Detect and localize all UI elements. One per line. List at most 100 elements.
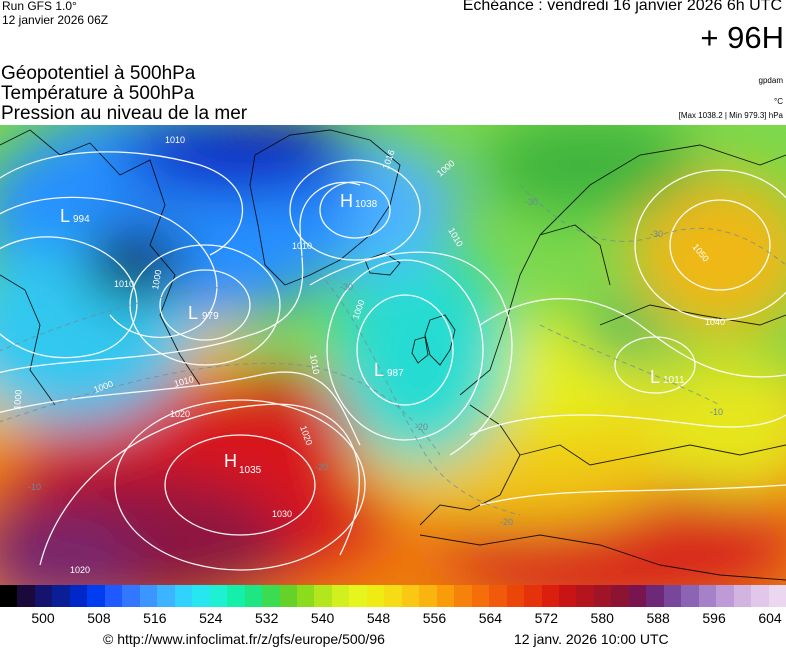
color-scale-swatch (559, 585, 577, 607)
unit-celsius: °C (774, 97, 783, 106)
color-scale-swatch (244, 585, 263, 607)
parameter-temperature: Température à 500hPa (1, 83, 195, 104)
color-scale-swatch (0, 585, 18, 607)
color-scale-swatch (576, 585, 594, 607)
center-value: 1038 (355, 199, 378, 210)
pressure-center-low-iceland-scotland: L 987 (374, 360, 404, 380)
unit-gpdam: gpdam (758, 76, 783, 85)
color-scale-swatch (419, 585, 437, 607)
color-scale-swatch (541, 585, 559, 607)
isobar-label: 1020 (170, 409, 190, 419)
isotherm-label: -30 (525, 197, 538, 207)
coastlines (0, 129, 786, 581)
color-scale-swatch (384, 585, 402, 607)
isobar-label: 1040 (705, 317, 725, 327)
color-scale-swatch (489, 585, 507, 607)
color-scale-swatch (209, 585, 228, 607)
center-letter: H (340, 191, 353, 211)
copyright-link[interactable]: © http://www.infoclimat.fr/z/gfs/europe/… (103, 631, 385, 647)
color-scale-tick-label: 516 (143, 610, 167, 626)
color-scale-swatch (681, 585, 699, 607)
color-scale-swatch (314, 585, 332, 607)
color-scale (0, 585, 786, 607)
isobar-label: 1000 (12, 389, 24, 410)
isotherm-label: -20 (500, 517, 513, 527)
color-scale-tick-label: 532 (255, 610, 279, 626)
parameter-sea-level-pressure: Pression au niveau de la mer (1, 103, 248, 124)
isobar-label: 1020 (70, 565, 90, 575)
center-letter: L (650, 367, 660, 387)
color-scale-swatch (279, 585, 297, 607)
color-scale-tick-label: 596 (702, 610, 726, 626)
isotherm-label: -30 (340, 282, 353, 292)
color-scale-tick-label: 556 (422, 610, 447, 626)
color-scale-tick-label: 588 (646, 610, 670, 626)
color-scale-tick-label: 580 (590, 610, 614, 626)
color-scale-tick-label: 524 (199, 610, 223, 626)
color-scale-swatch (646, 585, 664, 607)
color-scale-swatch (768, 585, 786, 607)
color-scale-swatch (331, 585, 350, 607)
forecast-map[interactable]: 1010 1010 1000 1010 1020 1016 1000 1010 … (0, 125, 786, 585)
color-scale-swatch (628, 585, 647, 607)
pressure-center-low-eastern-europe: L 1011 (650, 367, 685, 387)
color-scale-ticks: 500 508 516 524 532 540 548 556 564 572 580 588 596 6… (0, 610, 786, 626)
forecast-valid-time: Echéance : vendredi 16 janvier 2026 6h U… (462, 0, 782, 14)
temperature-field (0, 125, 786, 585)
color-scale-swatch (471, 585, 490, 607)
run-date-label: 12 janvier 2026 06Z (2, 13, 109, 27)
color-scale-swatch (611, 585, 629, 607)
center-value: 1035 (239, 465, 262, 476)
color-scale-swatch (506, 585, 525, 607)
color-scale-swatch (192, 585, 210, 607)
center-letter: L (60, 206, 70, 226)
isotherm-label: -10 (710, 407, 723, 417)
color-scale-swatch (122, 585, 140, 607)
color-scale-swatch (104, 585, 123, 607)
isobar-label: 1010 (292, 241, 312, 251)
color-scale-tick-label: 540 (310, 610, 335, 626)
isotherms (0, 184, 786, 516)
forecast-horizon: + 96H (700, 20, 784, 55)
color-scale-swatch (593, 585, 612, 607)
color-scale-swatch (663, 585, 682, 607)
run-model-label: Run GFS 1.0° (2, 0, 77, 13)
color-scale-swatch (716, 585, 734, 607)
color-scale-swatch (454, 585, 472, 607)
center-letter: L (188, 303, 198, 323)
center-value: 987 (387, 368, 404, 379)
color-scale-swatch (34, 585, 53, 607)
color-scale-tick-label: 572 (534, 610, 558, 626)
color-scale-swatch (524, 585, 542, 607)
issued-timestamp: 12 janv. 2026 10:00 UTC (514, 631, 669, 647)
color-scale-tick-label: 604 (758, 610, 782, 626)
center-value: 1011 (663, 375, 685, 386)
color-scale-swatch (349, 585, 367, 607)
isotherm-value-labels: -30 -30 -30 -20 -20 -10 -20 -10 (28, 197, 723, 527)
pressure-centers: L 994 L 979 H 1038 L 987 L 1011 H 1035 (60, 191, 685, 476)
color-scale-swatch (751, 585, 769, 607)
color-scale-tick-label: 508 (87, 610, 111, 626)
isotherm-label: -20 (415, 422, 428, 432)
pressure-center-low-labrador: L 979 (188, 303, 219, 323)
color-scale-tick-label: 500 (31, 610, 55, 626)
isobars (0, 151, 786, 571)
unit-pressure-range: [Max 1038.2 | Min 979.3] hPa (678, 111, 783, 120)
parameter-geopotential: Géopotentiel à 500hPa (1, 63, 196, 84)
isobar-label: 1030 (272, 509, 292, 519)
center-value: 994 (73, 214, 90, 225)
color-scale-swatch (69, 585, 88, 607)
color-scale-swatch (157, 585, 175, 607)
isobar-label: 1000 (150, 269, 163, 290)
center-value: 979 (202, 311, 219, 322)
color-scale-tick-label: 548 (366, 610, 391, 626)
center-letter: H (224, 451, 237, 471)
center-letter: L (374, 360, 384, 380)
isotherm-label: -10 (28, 482, 41, 492)
color-scale-swatch (262, 585, 280, 607)
color-scale-tick-label: 564 (478, 610, 503, 626)
pressure-center-high-azores: H 1035 (224, 451, 262, 476)
isobar-label: 1010 (165, 135, 185, 145)
isobar-label: 1010 (308, 354, 321, 375)
isobar-label: 1010 (114, 279, 134, 289)
